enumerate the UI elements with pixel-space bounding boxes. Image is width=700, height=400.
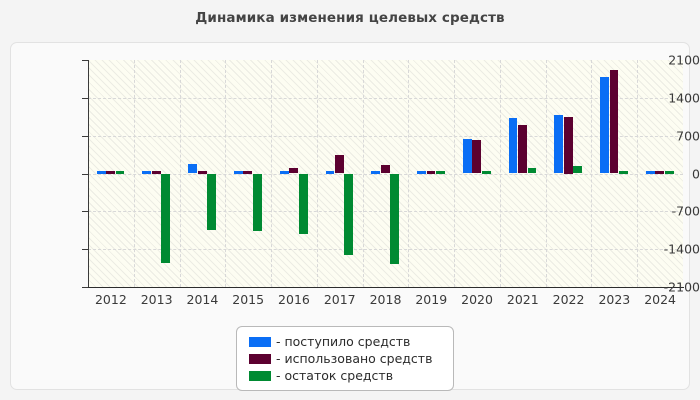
- bar-2021-1[interactable]: [518, 124, 527, 174]
- bar-2019-0[interactable]: [417, 170, 426, 174]
- y-axis-tick-mark: [82, 97, 88, 99]
- y-axis-line: [88, 60, 89, 287]
- plot-area: [88, 60, 683, 287]
- bar-2013-0[interactable]: [142, 170, 152, 174]
- bar-2023-0[interactable]: [600, 76, 609, 174]
- gridline-horizontal: [88, 135, 683, 137]
- bar-2023-2[interactable]: [619, 170, 628, 174]
- y-axis-tick-mark: [82, 173, 88, 175]
- chart-legend: - поступило средств - использовано средс…: [236, 326, 454, 391]
- y-axis-tick-mark: [82, 60, 88, 61]
- gridline-vertical: [591, 60, 593, 287]
- bar-2012-1[interactable]: [106, 170, 115, 174]
- legend-item-ispolzovano[interactable]: - использовано средств: [249, 350, 443, 367]
- legend-label-postupilo: - поступило средств: [276, 334, 411, 349]
- bar-2014-2[interactable]: [207, 173, 216, 230]
- y-axis-tick-mark: [82, 249, 88, 251]
- bar-2017-1[interactable]: [335, 154, 344, 174]
- bar-2020-0[interactable]: [462, 138, 472, 174]
- bar-2024-0[interactable]: [645, 170, 655, 174]
- bar-2016-2[interactable]: [298, 173, 308, 235]
- y-axis-tick-label: 1400: [668, 90, 700, 106]
- bar-2019-1[interactable]: [426, 170, 436, 174]
- gridline-horizontal: [88, 211, 683, 213]
- x-axis-tick-label: 2019: [415, 292, 448, 307]
- bar-2018-1[interactable]: [380, 165, 390, 174]
- x-axis-tick-label: 2020: [461, 292, 493, 307]
- gridline-vertical: [362, 60, 364, 287]
- x-axis-tick-label: 2024: [644, 292, 677, 307]
- bar-2013-2[interactable]: [161, 173, 171, 263]
- bar-2017-0[interactable]: [325, 170, 335, 174]
- bar-2016-0[interactable]: [279, 170, 289, 174]
- x-axis-tick-label: 2012: [94, 292, 127, 307]
- gridline-horizontal: [88, 97, 683, 99]
- bar-2013-1[interactable]: [151, 170, 161, 174]
- legend-swatch-postupilo: [249, 336, 271, 347]
- gridline-vertical: [545, 60, 547, 287]
- x-axis-tick-label: 2022: [552, 292, 585, 307]
- bar-2023-1[interactable]: [609, 69, 619, 174]
- y-axis-tick-label: 2100: [668, 52, 700, 68]
- x-axis-tick-label: 2013: [140, 292, 173, 307]
- legend-item-ostatok[interactable]: - остаток средств: [249, 367, 443, 384]
- gridline-vertical: [133, 60, 135, 287]
- x-axis-tick-label: 2023: [598, 292, 631, 307]
- bar-2012-0[interactable]: [96, 170, 106, 174]
- bar-2012-2[interactable]: [115, 170, 125, 174]
- bar-2024-1[interactable]: [655, 170, 665, 174]
- x-axis-tick-label: 2018: [369, 292, 402, 307]
- bar-2015-0[interactable]: [234, 170, 243, 174]
- legend-label-ispolzovano: - использовано средств: [276, 351, 433, 366]
- gridline-horizontal: [88, 173, 683, 175]
- bar-2018-2[interactable]: [390, 173, 400, 264]
- bar-2022-0[interactable]: [554, 115, 564, 174]
- legend-swatch-ostatok: [249, 370, 271, 381]
- bar-2014-1[interactable]: [197, 170, 207, 174]
- bar-2021-0[interactable]: [508, 117, 518, 174]
- bar-2021-2[interactable]: [527, 167, 537, 174]
- gridline-vertical: [637, 60, 639, 287]
- bar-2024-2[interactable]: [664, 170, 674, 174]
- bar-2019-2[interactable]: [435, 170, 445, 174]
- gridline-vertical: [316, 60, 318, 287]
- y-axis-tick-mark: [82, 211, 88, 213]
- gridline-vertical: [179, 60, 181, 287]
- legend-label-ostatok: - остаток средств: [276, 368, 394, 383]
- y-axis-tick-label: -1400: [663, 241, 700, 257]
- x-axis-line: [88, 287, 684, 288]
- x-axis-tick-label: 2021: [506, 292, 539, 307]
- x-axis-tick-label: 2015: [232, 292, 265, 307]
- bar-2015-2[interactable]: [252, 173, 262, 231]
- bar-2020-2[interactable]: [481, 170, 491, 174]
- x-axis-tick-label: 2014: [186, 292, 219, 307]
- bar-2022-2[interactable]: [573, 166, 583, 174]
- x-axis-tick-label: 2017: [323, 292, 356, 307]
- gridline-vertical: [225, 60, 227, 287]
- gridline-vertical: [408, 60, 410, 287]
- x-axis-tick-label: 2016: [278, 292, 310, 307]
- bar-2015-1[interactable]: [243, 170, 253, 174]
- legend-item-postupilo[interactable]: - поступило средств: [249, 333, 443, 350]
- bar-2016-1[interactable]: [289, 167, 299, 174]
- bar-2020-1[interactable]: [472, 139, 482, 174]
- gridline-vertical: [271, 60, 273, 287]
- y-axis-tick-label: 0: [692, 166, 700, 181]
- y-axis-tick-label: -2100: [663, 279, 700, 295]
- page-title: Динамика изменения целевых средств: [195, 10, 505, 26]
- y-axis-tick-mark: [82, 135, 88, 137]
- bar-2022-1[interactable]: [563, 116, 573, 174]
- y-axis-tick-label: 700: [676, 128, 700, 144]
- legend-swatch-ispolzovano: [249, 353, 271, 364]
- bar-2014-0[interactable]: [188, 164, 198, 174]
- gridline-horizontal: [88, 249, 683, 251]
- bar-2017-2[interactable]: [344, 173, 354, 255]
- gridline-vertical: [454, 60, 456, 287]
- y-axis-tick-mark: [82, 287, 88, 288]
- gridline-vertical: [499, 60, 501, 287]
- bar-2018-0[interactable]: [371, 170, 381, 174]
- y-axis-tick-label: -700: [671, 203, 700, 219]
